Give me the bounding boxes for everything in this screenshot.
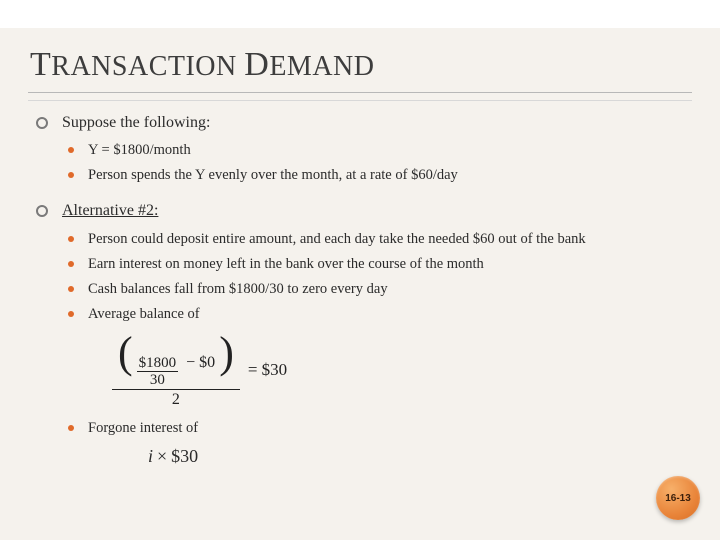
minus-term: − $0 <box>186 354 215 371</box>
inner-num: $1800 <box>137 355 179 372</box>
outer-fraction: ( $1800 30 − $0 ) <box>112 331 240 410</box>
formula1-rhs: = $30 <box>248 358 287 383</box>
formula2-lhs: i <box>148 446 153 466</box>
title-rest-2: EMAND <box>269 51 374 82</box>
bullet-2-head: Alternative #2: <box>62 202 158 219</box>
bullet-1-sub-2: Person spends the Y evenly over the mont… <box>62 165 686 186</box>
topbar <box>0 0 720 28</box>
bullet-1-head: Suppose the following: <box>62 114 210 131</box>
bullet-2-sub-4: Average balance of ( $1800 30 <box>62 304 686 410</box>
bullet-1-sub-1: Y = $1800/month <box>62 140 686 161</box>
slide-title: TRANSACTION DEMAND <box>30 46 374 84</box>
title-rule-upper <box>28 92 692 93</box>
bullet-2-sub-4-text: Average balance of <box>88 306 200 322</box>
bullet-2-sub-3: Cash balances fall from $1800/30 to zero… <box>62 279 686 300</box>
avg-balance-formula: ( $1800 30 − $0 ) <box>110 331 686 410</box>
bullet-list: Suppose the following: Y = $1800/month P… <box>36 112 686 469</box>
slide: TRANSACTION DEMAND Suppose the following… <box>0 0 720 540</box>
bullet-2: Alternative #2: Person could deposit ent… <box>36 200 686 469</box>
slide-number: 16-13 <box>665 493 691 504</box>
formula2-times: × <box>157 446 167 466</box>
title-rest-1: RANSACTION <box>51 51 244 82</box>
title-rule-lower <box>28 100 692 101</box>
bullet-2-sub-5: Forgone interest of i×$30 <box>62 418 686 469</box>
bullet-1: Suppose the following: Y = $1800/month P… <box>36 112 686 186</box>
content-area: Suppose the following: Y = $1800/month P… <box>36 112 686 483</box>
outer-den: 2 <box>166 390 186 410</box>
title-cap-d: D <box>244 46 269 83</box>
forgone-interest-formula: i×$30 <box>148 443 686 469</box>
outer-num: ( $1800 30 − $0 ) <box>112 331 240 389</box>
slide-number-badge: 16-13 <box>656 476 700 520</box>
paren-left: ( <box>118 328 133 377</box>
bullet-2-sub-1: Person could deposit entire amount, and … <box>62 229 686 250</box>
bullet-2-sub-2: Earn interest on money left in the bank … <box>62 254 686 275</box>
bullet-2-sublist: Person could deposit entire amount, and … <box>62 229 686 469</box>
inner-fraction: $1800 30 <box>137 355 179 389</box>
title-cap-t: T <box>30 46 51 83</box>
inner-den: 30 <box>148 372 167 389</box>
formula2-rhs: $30 <box>171 446 198 466</box>
paren-right: ) <box>219 328 234 377</box>
bullet-2-sub-5-text: Forgone interest of <box>88 420 198 436</box>
bullet-1-sublist: Y = $1800/month Person spends the Y even… <box>62 140 686 186</box>
